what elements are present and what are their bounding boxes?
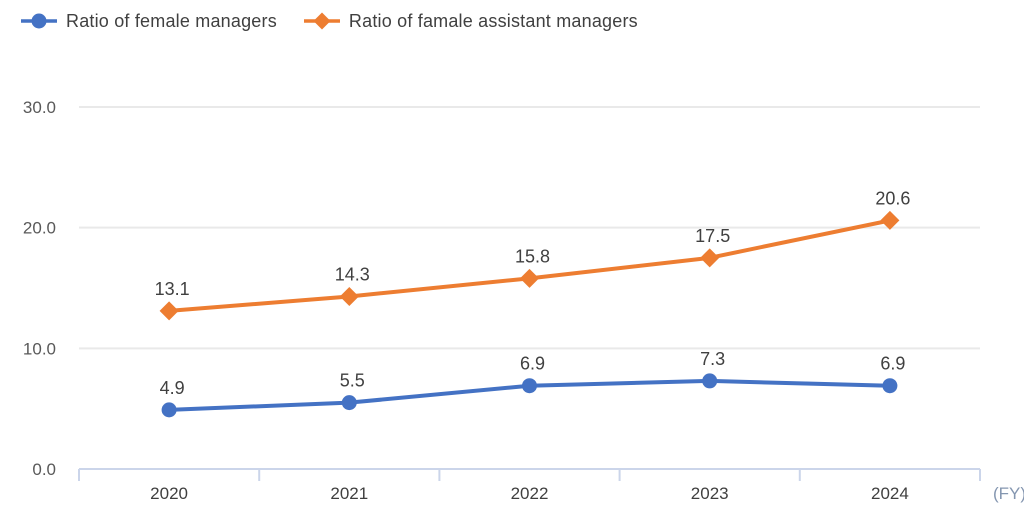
chart-legend: Ratio of female managers Ratio of famale… bbox=[20, 10, 638, 32]
legend-label-female-managers: Ratio of female managers bbox=[66, 10, 277, 31]
data-point-diamond bbox=[339, 286, 359, 306]
data-point-label: 6.9 bbox=[520, 354, 545, 374]
y-axis-tick-label: 0.0 bbox=[32, 460, 56, 479]
data-point-label: 5.5 bbox=[340, 371, 365, 391]
data-point-circle bbox=[522, 378, 537, 394]
data-point-label: 6.9 bbox=[880, 354, 905, 374]
data-point-label: 14.3 bbox=[335, 264, 370, 284]
x-axis-tick-label: 2022 bbox=[511, 484, 549, 503]
data-point-diamond bbox=[159, 301, 179, 321]
data-point-diamond bbox=[880, 210, 900, 230]
legend-label-assistant-managers: Ratio of famale assistant managers bbox=[348, 10, 638, 31]
data-point-label: 20.6 bbox=[875, 188, 910, 208]
x-axis-tick-label: 2024 bbox=[871, 484, 909, 503]
data-point-label: 17.5 bbox=[695, 226, 730, 246]
data-point-label: 15.8 bbox=[515, 246, 550, 266]
legend-item-assistant-managers: Ratio of famale assistant managers bbox=[303, 10, 638, 32]
data-point-circle bbox=[341, 395, 357, 411]
x-axis-tick-label: 2020 bbox=[150, 484, 188, 503]
data-point-label: 4.9 bbox=[160, 378, 185, 398]
data-point-diamond bbox=[700, 248, 720, 268]
y-axis-tick-label: 10.0 bbox=[23, 339, 56, 358]
y-axis-tick-label: 20.0 bbox=[23, 219, 56, 238]
data-point-label: 7.3 bbox=[700, 349, 725, 369]
y-axis-tick-label: 30.0 bbox=[23, 98, 56, 117]
data-point-circle bbox=[882, 378, 898, 394]
fiscal-year-unit-label: (FY) bbox=[993, 484, 1024, 503]
legend-line-diamond-icon bbox=[303, 12, 340, 30]
data-point-circle bbox=[161, 402, 177, 418]
data-point-diamond bbox=[520, 268, 539, 288]
x-axis-tick-label: 2023 bbox=[691, 484, 729, 503]
data-point-label: 13.1 bbox=[155, 279, 190, 299]
x-axis-tick-label: 2021 bbox=[330, 484, 368, 503]
legend-line-circle-icon bbox=[21, 13, 57, 29]
legend-item-female-managers: Ratio of female managers bbox=[20, 11, 277, 32]
data-point-circle bbox=[702, 373, 718, 389]
